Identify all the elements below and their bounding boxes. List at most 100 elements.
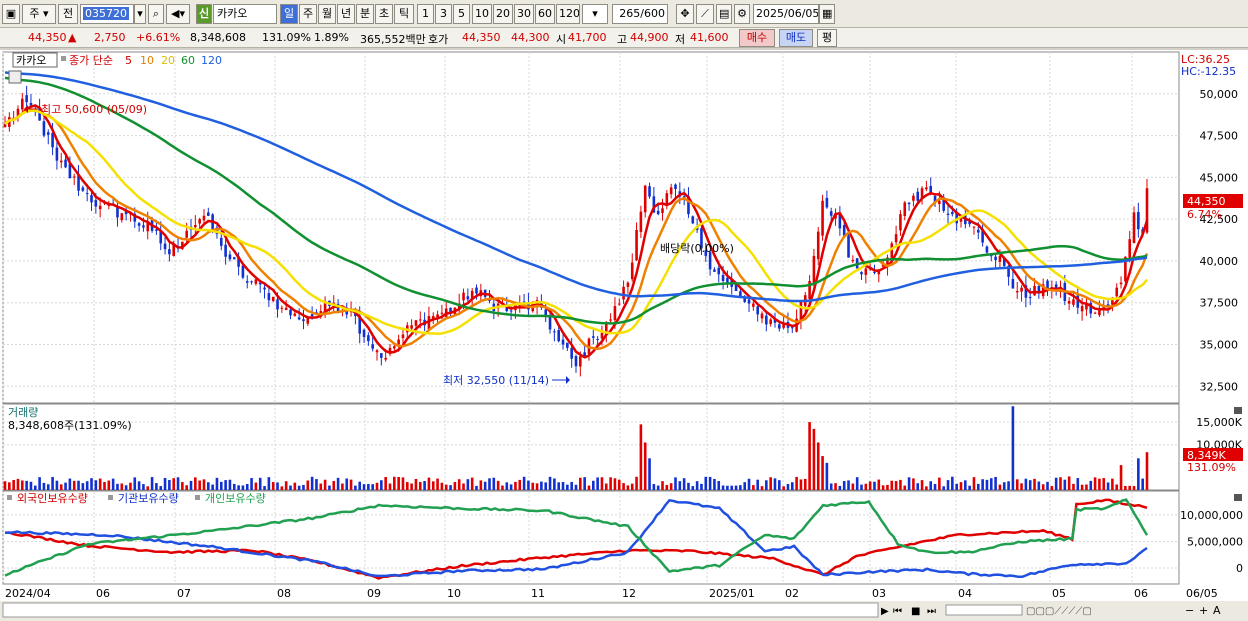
font-size-icon[interactable]: A <box>1213 604 1221 617</box>
volume-bar <box>475 485 478 490</box>
volume-bar <box>527 480 530 490</box>
interval-3[interactable]: 3 <box>435 4 452 24</box>
interval-10[interactable]: 10 <box>472 4 492 24</box>
scroll-first-icon[interactable]: ⏮ <box>893 606 902 617</box>
calendar-icon[interactable]: ▦ <box>819 4 835 24</box>
volume-bar <box>1089 480 1093 490</box>
interval-120[interactable]: 120 <box>556 4 580 24</box>
volume-bar <box>816 442 820 490</box>
tab-minute[interactable]: 분 <box>356 4 374 24</box>
volume-bar <box>535 483 539 490</box>
volume-bar <box>1037 481 1041 490</box>
volume-bar <box>414 478 418 490</box>
eval-button[interactable]: 평 <box>817 29 837 47</box>
scroll-right-icon[interactable]: ▶ <box>881 606 889 617</box>
volume-bar <box>803 478 807 490</box>
volume-bar <box>505 482 509 490</box>
dividend-annotation: 배당락(0.00%) <box>660 242 734 255</box>
candle <box>1024 275 1028 308</box>
candle <box>860 271 863 281</box>
save-icon[interactable]: ▤ <box>716 4 732 24</box>
stock-code-input[interactable]: 035720 <box>80 4 134 24</box>
interval-60[interactable]: 60 <box>535 4 555 24</box>
volume-bar <box>250 478 253 490</box>
crosshair-icon[interactable]: ✥ <box>676 4 694 24</box>
date-input[interactable]: 2025/06/05 <box>753 4 819 24</box>
volume-bar <box>920 480 924 490</box>
low-arrow-head <box>566 376 570 384</box>
candle <box>1020 285 1023 302</box>
volume-bar <box>782 486 785 490</box>
tab-tick[interactable]: 틱 <box>394 4 414 24</box>
chart-area[interactable]: 50,000 47,500 45,000 42,500 40,000 37,500 35,0… <box>0 50 1248 621</box>
volume-bar <box>890 480 894 490</box>
search-icon[interactable]: ⌕ <box>148 4 164 24</box>
volume-bar <box>371 484 374 490</box>
candle <box>124 205 128 221</box>
count-input[interactable]: 265/600 <box>612 4 668 24</box>
holdings-close-icon[interactable] <box>1234 494 1242 501</box>
interval-20[interactable]: 20 <box>493 4 513 24</box>
horizontal-scrollbar[interactable] <box>2 602 879 618</box>
zoom-out-icon[interactable]: − <box>1185 604 1194 617</box>
volume-bar <box>643 442 647 490</box>
volume-bar <box>1093 477 1097 490</box>
zoom-in-icon[interactable]: + <box>1199 604 1208 617</box>
tab-second[interactable]: 초 <box>375 4 393 24</box>
interval-1[interactable]: 1 <box>417 4 434 24</box>
candle <box>116 200 119 227</box>
volume-bar <box>912 478 915 490</box>
candle <box>786 312 790 334</box>
volume-tag-pct: 131.09% <box>1187 461 1236 474</box>
volume-bar <box>1137 458 1140 490</box>
buy-button[interactable]: 매수 <box>739 29 775 47</box>
tab-month[interactable]: 월 <box>318 4 336 24</box>
volume-bar <box>219 481 223 490</box>
custom-interval-select[interactable]: ▾ <box>582 4 608 24</box>
volume-bar <box>8 482 11 490</box>
code-dropdown-icon[interactable]: ▾ <box>134 4 146 24</box>
gear-icon[interactable]: ⚙ <box>734 4 750 24</box>
grid-lines <box>2 52 1179 584</box>
volume-bar <box>181 482 184 490</box>
volume-bar <box>241 485 245 490</box>
volume-bar <box>609 477 612 490</box>
ask-price-1: 44,350 <box>462 31 501 44</box>
volume-bar <box>146 486 150 490</box>
candle <box>894 225 898 247</box>
volume-close-icon[interactable] <box>1234 407 1242 414</box>
volume-bar <box>358 481 362 490</box>
sell-button[interactable]: 매도 <box>779 29 813 47</box>
date-tick-label: 12 <box>622 587 636 600</box>
price-change-pct: +6.61% <box>136 31 181 44</box>
candle <box>760 311 764 324</box>
stop-icon[interactable]: ■ <box>911 606 920 617</box>
candle <box>159 221 163 251</box>
draw-line-icon[interactable]: ⟋ <box>696 4 714 24</box>
legend-ma20: 20 <box>161 54 175 67</box>
prev-button[interactable]: 전 <box>58 4 78 24</box>
candle <box>427 306 431 331</box>
scroll-last-icon[interactable]: ⏭ <box>927 606 936 617</box>
stock-name-field[interactable]: 카카오 <box>213 4 277 24</box>
volume-bar <box>1106 482 1110 490</box>
period-type-select[interactable]: 주 ▾ <box>22 4 56 24</box>
trade-amount: 365,552백만 <box>360 33 426 46</box>
tab-year[interactable]: 년 <box>337 4 355 24</box>
ma20-line <box>4 109 1148 335</box>
holdings-label-inst: 기관보유수량 <box>118 492 179 505</box>
tab-day[interactable]: 일 <box>280 4 298 24</box>
volume-bar <box>739 485 742 490</box>
tab-week[interactable]: 주 <box>299 4 317 24</box>
zoom-slider[interactable] <box>945 604 1023 616</box>
volume-bar <box>648 458 651 490</box>
calculator-icon[interactable] <box>8 70 22 84</box>
speaker-icon[interactable]: ◀▾ <box>166 4 190 24</box>
tool-icons[interactable]: ▢▢▢⟋⟋⟋⟋▢ <box>1026 606 1092 617</box>
interval-5[interactable]: 5 <box>453 4 470 24</box>
layout-icon[interactable]: ▣ <box>2 4 20 24</box>
volume-bar <box>773 478 777 490</box>
volume-bar <box>630 483 634 490</box>
interval-30[interactable]: 30 <box>514 4 534 24</box>
ma5-line <box>4 104 1149 359</box>
